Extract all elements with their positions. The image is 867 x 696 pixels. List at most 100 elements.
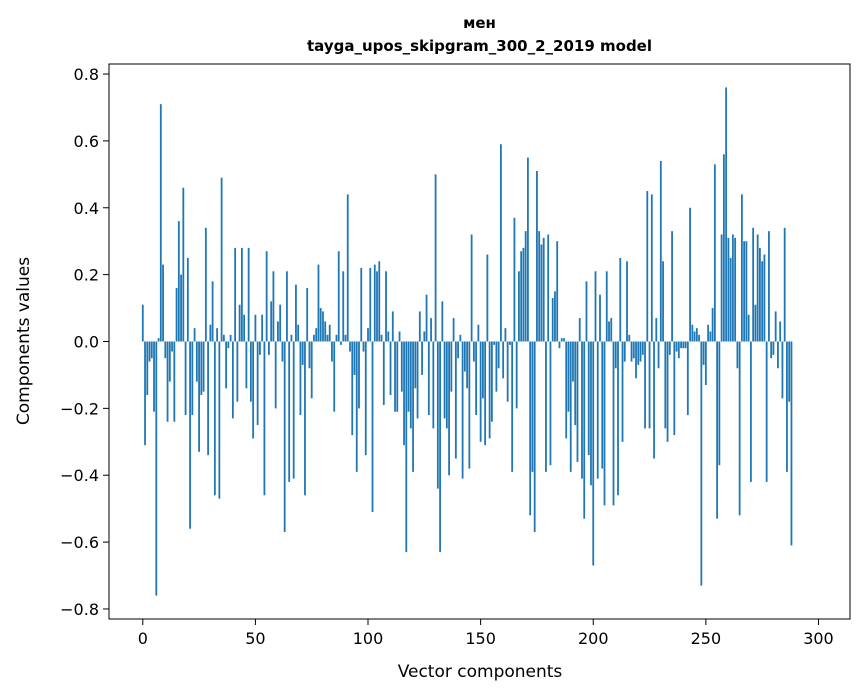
bar [581,341,583,479]
bar [450,341,453,392]
bar [306,288,309,342]
bar [781,341,784,399]
bar [342,271,345,342]
bar [177,221,180,342]
bar [628,334,631,342]
bar [412,341,414,472]
bar [644,341,646,429]
chart-title-line-2: tayga_upos_skipgram_300_2_2019 model [307,37,652,55]
bar [331,341,333,362]
bar [290,334,293,342]
bar [189,341,191,529]
bar [747,314,750,342]
bar [432,341,435,429]
bar [653,341,655,459]
bar [333,341,336,412]
bar [682,341,685,349]
bar [229,334,232,342]
bar [738,341,741,516]
bar [786,341,788,472]
bar [529,341,532,516]
bar [768,231,770,342]
bar [691,324,694,342]
bar [740,194,743,342]
bar [211,281,214,342]
bar [592,341,595,566]
bar [418,311,421,342]
bar [659,160,662,342]
bar [198,341,200,452]
bar [319,308,322,342]
bar [511,341,514,472]
bar [605,271,608,342]
bar [556,241,559,342]
bar [522,247,525,342]
y-axis-ticks: −0.8 −0.6 −0.4 −0.2 0.0 0.2 0.4 0.6 0.8 [60,65,109,619]
bar [502,341,505,379]
bar [693,331,696,342]
bar [770,341,773,359]
bar [220,177,223,342]
bar [322,311,324,342]
bar [668,341,671,355]
bar [777,341,779,369]
bar [610,318,613,342]
y-tick-label: 0.0 [74,333,99,352]
bar [423,331,426,342]
bar [358,341,360,409]
y-tick-label: 0.6 [74,132,99,151]
bar [720,234,723,342]
bar [632,341,635,359]
bar [373,264,376,342]
bar [788,341,791,402]
bar [171,341,173,352]
bar [468,341,471,469]
bar [252,341,255,439]
bar [459,334,462,342]
bar [292,341,295,479]
bar [168,341,171,382]
bar [574,341,577,426]
bar [376,271,378,342]
bar [774,311,777,342]
bar [590,341,592,486]
bar [718,341,721,466]
bar [750,341,752,482]
bar [500,144,502,342]
bar [234,247,237,342]
bar [299,341,302,416]
bar [349,341,351,352]
bar [707,324,710,342]
bar [344,334,347,342]
bar [351,341,354,436]
bar [790,341,793,546]
bar [288,341,291,482]
bar [448,341,450,476]
x-tick-label: 50 [245,629,265,648]
bar [180,274,182,342]
bar [371,341,374,513]
x-tick-label: 0 [138,629,148,648]
bar [340,341,342,345]
bar [245,341,248,389]
bar [231,341,234,419]
bar [599,294,601,342]
bar [335,334,338,342]
bar [391,311,394,342]
bar [249,341,252,402]
bar [204,227,207,342]
bar [389,341,392,395]
bar [635,341,637,379]
bar [479,341,482,442]
bar [506,341,509,402]
bar [626,261,628,342]
bar [261,314,264,342]
bar [578,318,581,342]
bar [736,341,739,369]
bar [227,341,230,349]
bar [731,234,734,342]
bar [414,341,417,389]
bar [461,341,464,479]
bar [141,304,144,342]
bar [148,341,151,362]
